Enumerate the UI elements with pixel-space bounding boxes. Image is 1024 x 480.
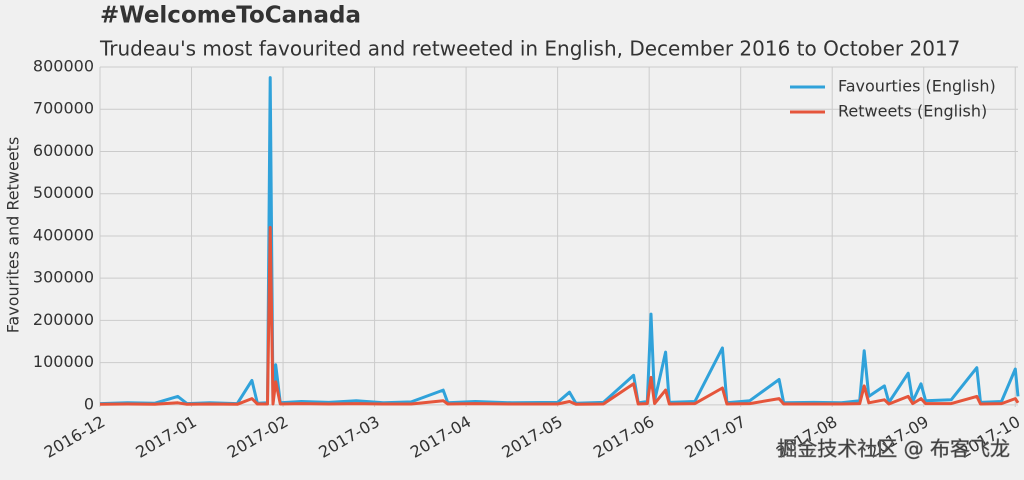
y-tick-label: 800000 <box>33 57 94 76</box>
y-tick-label: 600000 <box>33 141 94 160</box>
x-tick-label: 2017-04 <box>407 412 474 462</box>
x-tick-label: 2017-05 <box>498 412 565 462</box>
series-line <box>99 76 1020 406</box>
series-line <box>99 226 1020 406</box>
x-tick-label: 2017-03 <box>315 412 382 462</box>
y-tick-label: 400000 <box>33 225 94 244</box>
x-tick-label: 2016-12 <box>41 412 108 462</box>
y-tick-label: 100000 <box>33 352 94 371</box>
watermark: 掘金技术社区 @ 布客飞龙 <box>777 437 1010 461</box>
x-tick-label: 2017-02 <box>224 412 291 462</box>
chart-title: #WelcomeToCanada <box>100 3 361 29</box>
x-tick-label: 2017-06 <box>590 412 657 462</box>
y-tick-label: 700000 <box>33 99 94 118</box>
y-tick-label: 0 <box>84 394 94 413</box>
legend-label: Favourties (English) <box>838 77 996 96</box>
x-tick-label: 2017-07 <box>682 412 749 462</box>
legend-label: Retweets (English) <box>838 102 987 121</box>
chart-subtitle: Trudeau's most favourited and retweeted … <box>99 37 960 61</box>
y-tick-label: 300000 <box>33 268 94 287</box>
y-axis-label: Favourites and Retweets <box>4 137 23 334</box>
y-tick-label: 500000 <box>33 183 94 202</box>
y-tick-label: 200000 <box>33 310 94 329</box>
x-tick-label: 2017-01 <box>132 412 199 462</box>
